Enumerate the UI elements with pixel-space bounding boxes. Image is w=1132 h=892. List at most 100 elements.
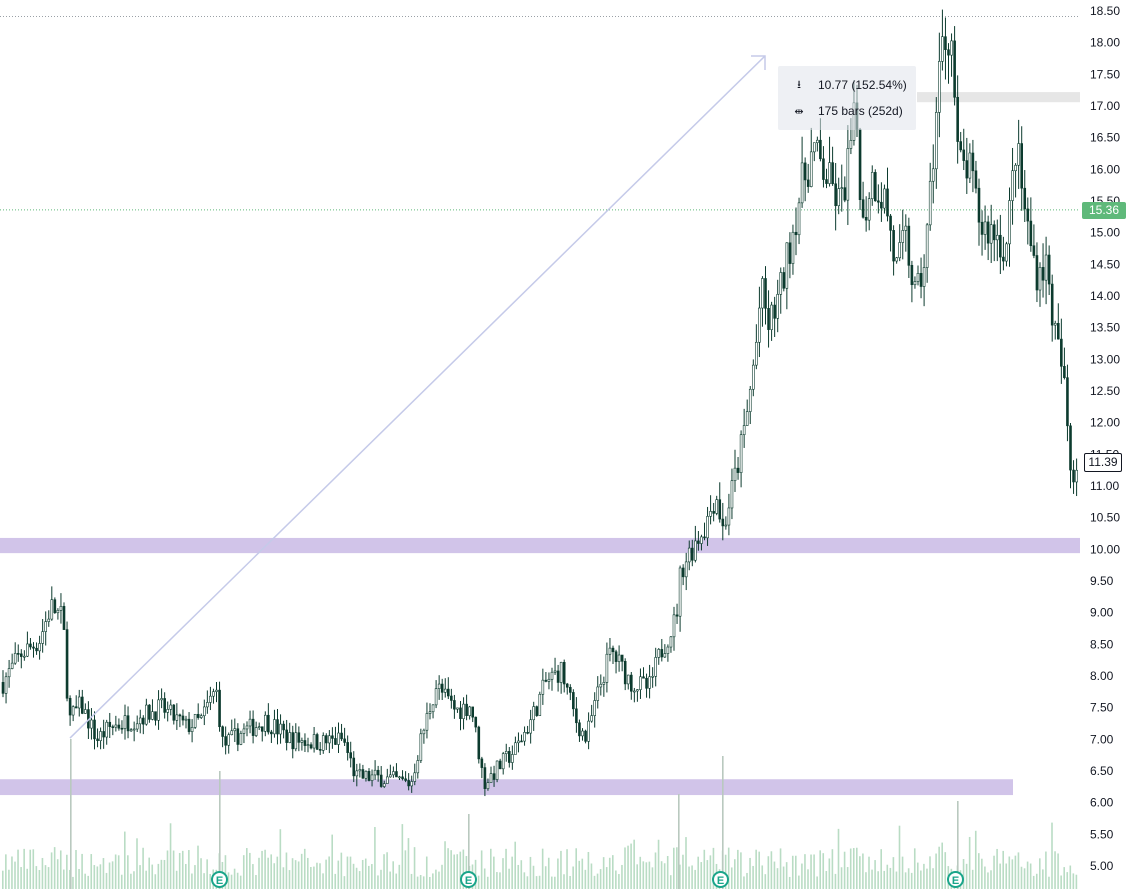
volume-bar (383, 854, 385, 889)
volume-bar (35, 866, 38, 889)
measure-arrow-line[interactable] (69, 55, 766, 739)
volume-bar (493, 856, 495, 889)
candle-body (1029, 220, 1033, 247)
candle-body (248, 718, 252, 727)
candle-body (529, 719, 532, 734)
candle-body (294, 732, 298, 750)
candle-body (190, 727, 194, 732)
candle-body (581, 730, 584, 737)
candle-body (300, 740, 304, 743)
volume-bar (822, 853, 825, 889)
bar-count-label: 175 bars (252d) (818, 104, 903, 118)
candle-body (99, 731, 102, 741)
volume-bar (191, 873, 193, 889)
price-range-row: ⭳ 10.77 (152.54%) (790, 75, 907, 95)
candle-body (172, 704, 176, 721)
volume-bar (255, 875, 257, 889)
candle-body (739, 434, 743, 473)
candle-body (35, 647, 38, 652)
candle-body (495, 760, 499, 780)
candle-body (568, 686, 572, 693)
candle-body (590, 715, 593, 722)
volume-bar (981, 858, 983, 889)
highlight-band[interactable] (917, 92, 1080, 103)
volume-bar (849, 848, 852, 889)
candle-body (340, 732, 343, 740)
volume-bar (200, 858, 202, 889)
candle-body (623, 661, 627, 685)
candle-body (901, 230, 905, 243)
earnings-marker-4[interactable]: E (947, 871, 964, 888)
price-tick: 13.50 (1090, 321, 1120, 335)
candle-body (270, 731, 273, 735)
support-zone[interactable] (0, 779, 1013, 796)
candle-body (974, 170, 978, 189)
volume-bar (1032, 875, 1035, 889)
candle-body (120, 727, 124, 730)
candle-body (1053, 323, 1057, 326)
volume-bar (328, 856, 330, 889)
candle-body (56, 610, 60, 614)
volume-bar (770, 851, 773, 889)
candle-body (596, 686, 600, 701)
earnings-marker-1[interactable]: E (211, 871, 228, 888)
earnings-marker-3[interactable]: E (712, 871, 729, 888)
candle-body (263, 714, 267, 732)
volume-bar (111, 861, 114, 889)
volume-bar (188, 850, 190, 889)
candle-body (282, 723, 285, 731)
candle-body (178, 714, 182, 717)
volume-bar (163, 859, 166, 889)
candle-body (806, 179, 810, 187)
candle-body (742, 425, 746, 436)
candle-body (575, 708, 578, 724)
candle-body (755, 341, 758, 366)
volume-bar (862, 853, 864, 889)
candle-body (840, 187, 844, 189)
candle-body (925, 224, 929, 268)
candle-body (233, 728, 237, 732)
candle-body (1008, 200, 1011, 245)
price-tick: 16.50 (1090, 131, 1120, 145)
candle-body (59, 606, 63, 611)
volume-bar (993, 855, 995, 889)
resistance-zone[interactable] (0, 537, 1080, 554)
volume-spike (957, 801, 959, 889)
candle-body (944, 36, 947, 50)
candle-body (196, 713, 200, 718)
candle-body (492, 773, 496, 780)
volume-bar (172, 850, 175, 889)
volume-bar (840, 867, 843, 889)
candle-body (367, 770, 371, 781)
price-tick: 15.00 (1090, 226, 1120, 240)
volume-bar (1072, 873, 1075, 889)
volume-bar (145, 870, 147, 889)
candle-body (385, 776, 389, 784)
volume-bar (157, 863, 160, 889)
volume-bar (340, 852, 343, 889)
candle-body (81, 696, 84, 714)
volume-bar (154, 874, 157, 889)
volume-bar (127, 855, 129, 889)
volume-bar (856, 847, 858, 889)
volume-bar (666, 856, 669, 889)
volume-bar (459, 851, 462, 889)
volume-bar (32, 849, 35, 889)
candle-body (23, 655, 26, 658)
volume-bar (310, 866, 312, 889)
price-tick: 13.00 (1090, 352, 1120, 366)
volume-bar (246, 848, 248, 889)
earnings-marker-2[interactable]: E (460, 871, 477, 888)
volume-bar (130, 873, 132, 889)
volume-bar (1048, 876, 1050, 889)
candle-body (209, 695, 212, 703)
candle-body (428, 711, 432, 714)
price-tick: 10.50 (1090, 511, 1120, 525)
volume-bar (971, 869, 974, 889)
volume-bar (288, 870, 291, 889)
candle-body (873, 172, 877, 202)
volume-bar (608, 857, 611, 889)
candle-body (324, 735, 328, 744)
volume-bar (279, 829, 282, 889)
